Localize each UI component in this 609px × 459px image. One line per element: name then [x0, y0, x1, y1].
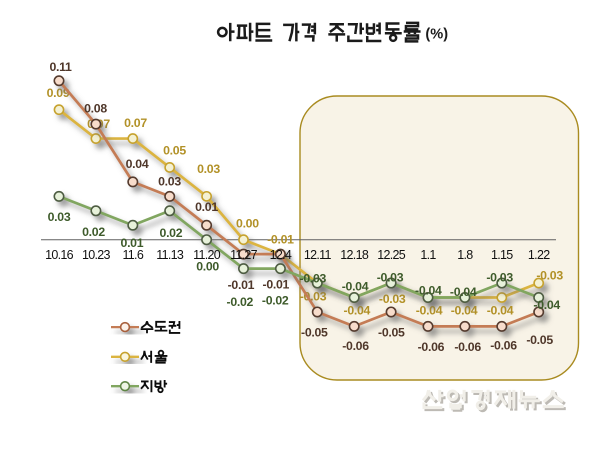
svg-text:-0.03: -0.03	[486, 271, 513, 285]
svg-text:-0.06: -0.06	[342, 339, 369, 353]
svg-text:12.4: 12.4	[270, 248, 292, 262]
svg-text:0.00: 0.00	[236, 216, 259, 230]
svg-text:0.02: 0.02	[160, 226, 183, 240]
svg-text:0.01: 0.01	[195, 200, 218, 214]
svg-text:-0.04: -0.04	[450, 285, 477, 299]
svg-text:-0.06: -0.06	[418, 340, 445, 354]
svg-text:0.07: 0.07	[124, 116, 147, 130]
svg-text:-0.04: -0.04	[344, 304, 371, 318]
svg-text:-0.05: -0.05	[378, 325, 405, 339]
svg-text:10.23: 10.23	[82, 248, 111, 262]
svg-text:-0.03: -0.03	[300, 271, 327, 285]
svg-text:0.08: 0.08	[84, 102, 107, 116]
svg-text:0.05: 0.05	[163, 144, 186, 158]
svg-text:0.03: 0.03	[158, 175, 181, 189]
svg-text:0.04: 0.04	[126, 157, 149, 171]
svg-text:12.11: 12.11	[304, 248, 332, 262]
svg-text:-0.01: -0.01	[228, 278, 255, 292]
svg-text:1.1: 1.1	[420, 248, 436, 262]
svg-text:12.18: 12.18	[340, 248, 369, 262]
svg-text:-0.04: -0.04	[533, 298, 560, 312]
svg-text:11.13: 11.13	[156, 248, 184, 262]
svg-text:-0.02: -0.02	[227, 295, 254, 309]
svg-text:11.20: 11.20	[193, 248, 221, 262]
svg-text:-0.04: -0.04	[415, 284, 442, 298]
svg-text:-0.04: -0.04	[487, 304, 514, 318]
svg-text:11.6: 11.6	[122, 248, 143, 262]
svg-text:-0.04: -0.04	[342, 280, 369, 294]
svg-text:0.03: 0.03	[197, 162, 220, 176]
svg-text:-0.02: -0.02	[262, 294, 289, 308]
svg-text:0.00: 0.00	[196, 260, 219, 274]
svg-text:-0.05: -0.05	[526, 333, 553, 347]
svg-text:-0.01: -0.01	[267, 233, 294, 247]
svg-text:-0.03: -0.03	[377, 270, 404, 284]
svg-text:-0.04: -0.04	[416, 304, 443, 318]
svg-text:-0.01: -0.01	[263, 278, 290, 292]
svg-text:1.15: 1.15	[491, 248, 513, 262]
svg-text:-0.05: -0.05	[301, 325, 328, 339]
svg-text:0.03: 0.03	[48, 210, 71, 224]
svg-text:11.27: 11.27	[230, 248, 258, 262]
svg-text:-0.03: -0.03	[536, 269, 563, 283]
svg-text:(%): (%)	[425, 27, 448, 43]
svg-text:0.11: 0.11	[49, 60, 72, 74]
svg-text:1.22: 1.22	[528, 248, 550, 262]
svg-text:0.09: 0.09	[47, 86, 70, 100]
svg-text:12.25: 12.25	[377, 248, 406, 262]
svg-text:1.8: 1.8	[457, 248, 473, 262]
svg-text:10.16: 10.16	[45, 248, 74, 262]
svg-text:0.01: 0.01	[121, 236, 144, 250]
svg-text:-0.06: -0.06	[454, 340, 481, 354]
svg-text:-0.06: -0.06	[490, 339, 517, 353]
svg-text:-0.04: -0.04	[451, 304, 478, 318]
svg-text:0.02: 0.02	[82, 225, 105, 239]
svg-text:-0.03: -0.03	[379, 292, 406, 306]
